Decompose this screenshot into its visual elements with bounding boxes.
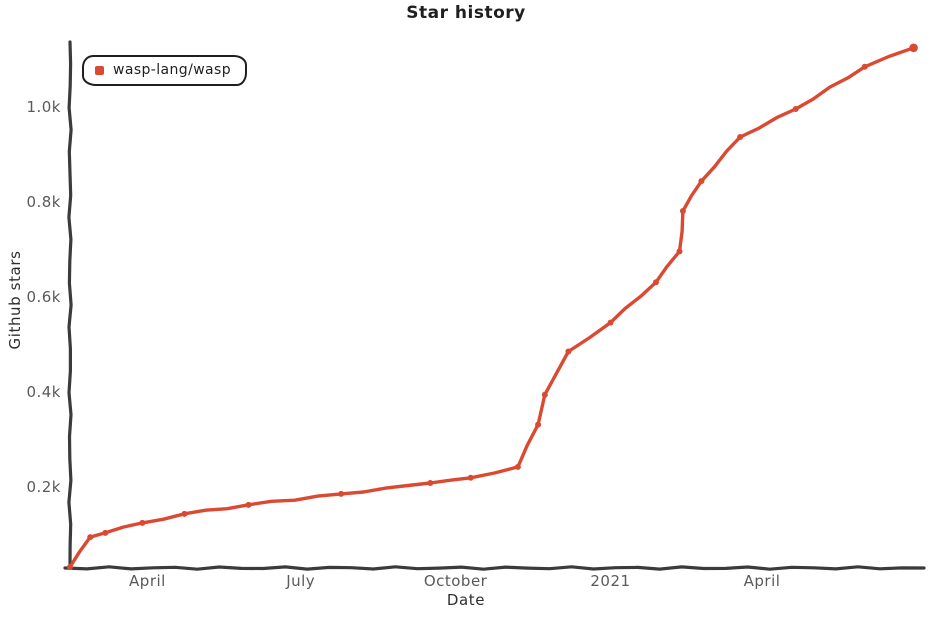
x-axis-line: [63, 565, 926, 571]
y-axis-title: Github stars: [6, 250, 24, 350]
y-axis-tick-label: 0.6k: [26, 288, 61, 306]
y-axis-tick-label: 0.8k: [26, 193, 61, 211]
data-point: [541, 391, 548, 398]
data-point: [338, 490, 345, 497]
data-point: [737, 134, 744, 141]
x-axis-tick-label: 2021: [590, 572, 630, 590]
data-point: [792, 106, 799, 113]
data-point: [679, 208, 686, 215]
data-point: [565, 348, 572, 355]
data-point: [467, 474, 474, 481]
data-point: [698, 178, 705, 185]
series-marker-icon: [95, 65, 104, 75]
data-point: [861, 63, 868, 70]
data-point: [909, 43, 918, 53]
series-line: [68, 46, 916, 569]
data-point: [87, 534, 94, 541]
data-point: [676, 248, 683, 255]
data-point: [607, 319, 614, 326]
data-point: [102, 529, 109, 536]
legend-series-label: wasp-lang/wasp: [113, 62, 232, 78]
y-axis-tick-label: 1.0k: [26, 98, 61, 116]
data-point: [514, 463, 521, 470]
data-point: [245, 501, 252, 508]
x-axis-tick-label: October: [424, 572, 488, 590]
x-axis-title: Date: [446, 591, 486, 609]
legend: wasp-lang/wasp: [82, 55, 248, 86]
data-point: [139, 519, 146, 526]
data-point: [181, 510, 188, 517]
data-point: [427, 479, 434, 486]
data-point: [652, 279, 659, 286]
x-axis-tick-label: April: [744, 572, 781, 590]
data-point: [535, 421, 542, 428]
chart-title: Star history: [406, 3, 526, 23]
x-axis-tick-label: April: [129, 572, 166, 590]
y-axis-line: [67, 40, 73, 570]
data-point: [67, 564, 73, 570]
x-axis-tick-label: July: [285, 572, 315, 590]
y-axis-tick-label: 0.2k: [26, 478, 61, 496]
y-axis-tick-label: 0.4k: [26, 383, 61, 401]
